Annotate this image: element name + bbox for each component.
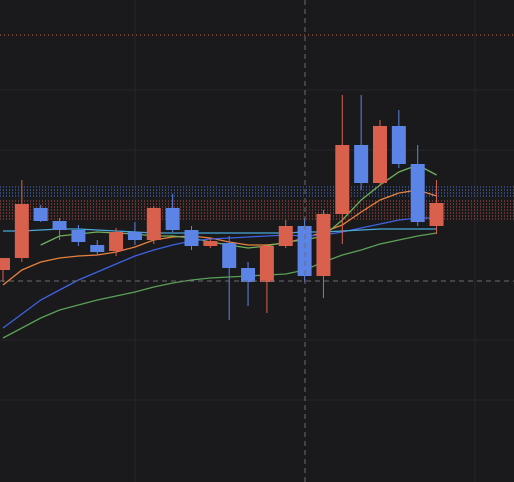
ma-line [2,232,437,339]
ma-line [2,189,437,286]
candle-body [52,221,67,230]
candle-body [33,208,48,221]
candle-body [354,145,369,183]
ma-line [40,164,437,249]
candle-body [146,208,161,240]
candle-body [109,232,124,251]
candle-body [297,226,312,276]
candle-body [14,204,29,258]
candle-body [335,145,350,214]
ma-line [3,228,437,234]
candle-body [127,232,142,240]
candle-body [203,241,218,246]
candle-body [259,246,274,282]
candle-body [222,243,237,268]
ma-line [2,217,437,329]
candle-body [165,208,180,230]
candle-body [71,230,86,242]
candle-body [278,226,293,246]
candle-body [241,268,256,282]
candle-body [391,126,406,164]
candle-body [90,245,105,252]
candle-body [0,258,10,270]
candle-body [184,230,199,246]
marks [0,95,444,339]
candle-body [429,203,444,226]
candle-body [316,214,331,276]
candle-body [410,164,425,222]
candle-body [373,126,387,183]
